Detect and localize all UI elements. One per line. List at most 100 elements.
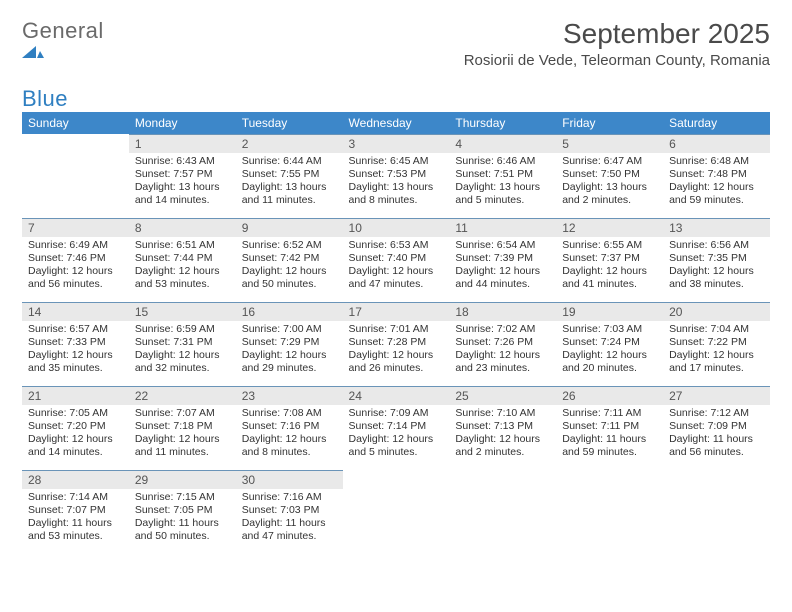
day-body: Sunrise: 6:59 AMSunset: 7:31 PMDaylight:… <box>129 321 236 386</box>
day-body: Sunrise: 7:02 AMSunset: 7:26 PMDaylight:… <box>449 321 556 386</box>
sunset-line: Sunset: 7:37 PM <box>562 252 657 265</box>
day-number: 12 <box>556 218 663 237</box>
calendar-cell <box>343 470 450 554</box>
sunrise-line: Sunrise: 7:01 AM <box>349 323 444 336</box>
sunset-line: Sunset: 7:48 PM <box>669 168 764 181</box>
sunset-line: Sunset: 7:53 PM <box>349 168 444 181</box>
sunrise-line: Sunrise: 6:54 AM <box>455 239 550 252</box>
day-body: Sunrise: 7:01 AMSunset: 7:28 PMDaylight:… <box>343 321 450 386</box>
calendar-cell: 4Sunrise: 6:46 AMSunset: 7:51 PMDaylight… <box>449 134 556 218</box>
day-number: 9 <box>236 218 343 237</box>
daylight-line: Daylight: 11 hours and 47 minutes. <box>242 517 337 543</box>
daylight-line: Daylight: 12 hours and 35 minutes. <box>28 349 123 375</box>
calendar-cell: 17Sunrise: 7:01 AMSunset: 7:28 PMDayligh… <box>343 302 450 386</box>
weekday-header: Wednesday <box>343 112 450 134</box>
weekday-header: Monday <box>129 112 236 134</box>
calendar-cell: 8Sunrise: 6:51 AMSunset: 7:44 PMDaylight… <box>129 218 236 302</box>
daylight-line: Daylight: 13 hours and 11 minutes. <box>242 181 337 207</box>
sunrise-line: Sunrise: 6:55 AM <box>562 239 657 252</box>
sunrise-line: Sunrise: 7:00 AM <box>242 323 337 336</box>
daylight-line: Daylight: 12 hours and 32 minutes. <box>135 349 230 375</box>
calendar-cell: 9Sunrise: 6:52 AMSunset: 7:42 PMDaylight… <box>236 218 343 302</box>
calendar-cell: 11Sunrise: 6:54 AMSunset: 7:39 PMDayligh… <box>449 218 556 302</box>
sunset-line: Sunset: 7:42 PM <box>242 252 337 265</box>
calendar-cell: 26Sunrise: 7:11 AMSunset: 7:11 PMDayligh… <box>556 386 663 470</box>
sunset-line: Sunset: 7:46 PM <box>28 252 123 265</box>
month-title: September 2025 <box>464 18 770 50</box>
daylight-line: Daylight: 12 hours and 8 minutes. <box>242 433 337 459</box>
daylight-line: Daylight: 11 hours and 53 minutes. <box>28 517 123 543</box>
sunrise-line: Sunrise: 7:14 AM <box>28 491 123 504</box>
sunset-line: Sunset: 7:09 PM <box>669 420 764 433</box>
daylight-line: Daylight: 12 hours and 56 minutes. <box>28 265 123 291</box>
calendar-cell: 25Sunrise: 7:10 AMSunset: 7:13 PMDayligh… <box>449 386 556 470</box>
sunrise-line: Sunrise: 6:46 AM <box>455 155 550 168</box>
calendar-week: 28Sunrise: 7:14 AMSunset: 7:07 PMDayligh… <box>22 470 770 554</box>
calendar-page: General Blue September 2025 Rosiorii de … <box>0 0 792 572</box>
sunset-line: Sunset: 7:18 PM <box>135 420 230 433</box>
calendar-week: 14Sunrise: 6:57 AMSunset: 7:33 PMDayligh… <box>22 302 770 386</box>
sunrise-line: Sunrise: 7:05 AM <box>28 407 123 420</box>
sunset-line: Sunset: 7:33 PM <box>28 336 123 349</box>
day-number: 5 <box>556 134 663 153</box>
weekday-header: Tuesday <box>236 112 343 134</box>
day-number: 15 <box>129 302 236 321</box>
sunset-line: Sunset: 7:07 PM <box>28 504 123 517</box>
day-number: 25 <box>449 386 556 405</box>
calendar-cell: 30Sunrise: 7:16 AMSunset: 7:03 PMDayligh… <box>236 470 343 554</box>
calendar-week: 1Sunrise: 6:43 AMSunset: 7:57 PMDaylight… <box>22 134 770 218</box>
day-number: 21 <box>22 386 129 405</box>
sunset-line: Sunset: 7:44 PM <box>135 252 230 265</box>
day-body: Sunrise: 6:53 AMSunset: 7:40 PMDaylight:… <box>343 237 450 302</box>
day-number: 13 <box>663 218 770 237</box>
calendar-cell: 20Sunrise: 7:04 AMSunset: 7:22 PMDayligh… <box>663 302 770 386</box>
day-body: Sunrise: 6:57 AMSunset: 7:33 PMDaylight:… <box>22 321 129 386</box>
sunrise-line: Sunrise: 7:15 AM <box>135 491 230 504</box>
brand-word-b: Blue <box>22 86 68 111</box>
sunrise-line: Sunrise: 6:56 AM <box>669 239 764 252</box>
day-number: 19 <box>556 302 663 321</box>
calendar-header: SundayMondayTuesdayWednesdayThursdayFrid… <box>22 112 770 134</box>
day-body: Sunrise: 6:54 AMSunset: 7:39 PMDaylight:… <box>449 237 556 302</box>
day-body: Sunrise: 7:00 AMSunset: 7:29 PMDaylight:… <box>236 321 343 386</box>
sunrise-line: Sunrise: 6:49 AM <box>28 239 123 252</box>
daylight-line: Daylight: 11 hours and 56 minutes. <box>669 433 764 459</box>
day-body: Sunrise: 6:44 AMSunset: 7:55 PMDaylight:… <box>236 153 343 218</box>
sunset-line: Sunset: 7:50 PM <box>562 168 657 181</box>
weekday-header: Saturday <box>663 112 770 134</box>
daylight-line: Daylight: 12 hours and 59 minutes. <box>669 181 764 207</box>
sunset-line: Sunset: 7:13 PM <box>455 420 550 433</box>
calendar-cell: 22Sunrise: 7:07 AMSunset: 7:18 PMDayligh… <box>129 386 236 470</box>
day-body: Sunrise: 6:46 AMSunset: 7:51 PMDaylight:… <box>449 153 556 218</box>
sunrise-line: Sunrise: 6:48 AM <box>669 155 764 168</box>
sunset-line: Sunset: 7:29 PM <box>242 336 337 349</box>
sunrise-line: Sunrise: 7:04 AM <box>669 323 764 336</box>
day-body: Sunrise: 6:45 AMSunset: 7:53 PMDaylight:… <box>343 153 450 218</box>
daylight-line: Daylight: 12 hours and 29 minutes. <box>242 349 337 375</box>
daylight-line: Daylight: 13 hours and 2 minutes. <box>562 181 657 207</box>
sunset-line: Sunset: 7:40 PM <box>349 252 444 265</box>
sunset-line: Sunset: 7:35 PM <box>669 252 764 265</box>
calendar-week: 21Sunrise: 7:05 AMSunset: 7:20 PMDayligh… <box>22 386 770 470</box>
day-number: 24 <box>343 386 450 405</box>
calendar-cell: 19Sunrise: 7:03 AMSunset: 7:24 PMDayligh… <box>556 302 663 386</box>
sunrise-line: Sunrise: 6:51 AM <box>135 239 230 252</box>
day-number: 16 <box>236 302 343 321</box>
day-number: 27 <box>663 386 770 405</box>
brand-mark-icon <box>22 44 104 60</box>
sunrise-line: Sunrise: 7:08 AM <box>242 407 337 420</box>
daylight-line: Daylight: 12 hours and 20 minutes. <box>562 349 657 375</box>
day-body: Sunrise: 7:05 AMSunset: 7:20 PMDaylight:… <box>22 405 129 470</box>
day-number: 10 <box>343 218 450 237</box>
day-number: 2 <box>236 134 343 153</box>
calendar-cell: 2Sunrise: 6:44 AMSunset: 7:55 PMDaylight… <box>236 134 343 218</box>
sunrise-line: Sunrise: 7:10 AM <box>455 407 550 420</box>
daylight-line: Daylight: 11 hours and 59 minutes. <box>562 433 657 459</box>
daylight-line: Daylight: 12 hours and 53 minutes. <box>135 265 230 291</box>
day-body: Sunrise: 7:03 AMSunset: 7:24 PMDaylight:… <box>556 321 663 386</box>
calendar-cell: 3Sunrise: 6:45 AMSunset: 7:53 PMDaylight… <box>343 134 450 218</box>
day-number: 17 <box>343 302 450 321</box>
sunrise-line: Sunrise: 6:59 AM <box>135 323 230 336</box>
sunrise-line: Sunrise: 7:12 AM <box>669 407 764 420</box>
day-number: 30 <box>236 470 343 489</box>
